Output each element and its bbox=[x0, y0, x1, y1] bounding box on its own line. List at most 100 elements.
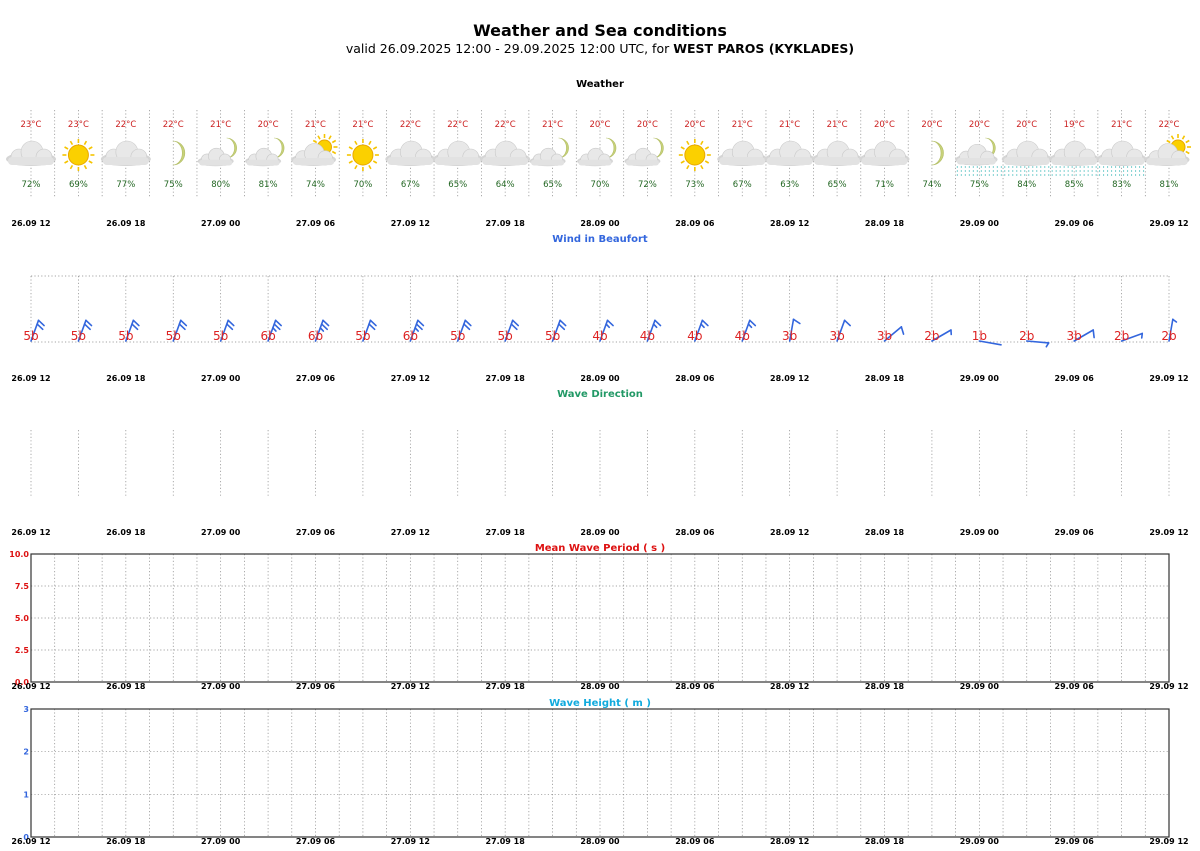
wind-barb-feather bbox=[83, 323, 91, 331]
x-tick-label: 28.09 00 bbox=[580, 374, 620, 383]
beaufort-label: 5b bbox=[213, 329, 228, 343]
x-tick-label: 26.09 12 bbox=[11, 528, 50, 537]
wind-barb-feather bbox=[132, 319, 140, 327]
cloud-shape bbox=[764, 140, 815, 166]
sun-ray bbox=[312, 139, 318, 144]
beaufort-label: 5b bbox=[71, 329, 86, 343]
beaufort-label: 4b bbox=[687, 329, 702, 343]
wind-barb-feather bbox=[654, 319, 662, 327]
wind-barb-feather bbox=[747, 323, 753, 329]
x-tick-label: 28.09 12 bbox=[770, 374, 809, 383]
wind-barb-feather bbox=[226, 323, 234, 331]
cloud-shape bbox=[577, 147, 613, 167]
wind-barb-feather bbox=[415, 323, 423, 331]
sun-ray bbox=[704, 160, 710, 164]
cloud-bottom bbox=[482, 157, 529, 165]
beaufort-label: 5b bbox=[166, 329, 181, 343]
x-tick-label: 28.09 00 bbox=[580, 219, 620, 228]
humidity-label: 81% bbox=[1160, 180, 1179, 190]
x-tick-label: 29.09 06 bbox=[1055, 528, 1095, 537]
y-tick-label: 5.0 bbox=[15, 614, 30, 623]
temperature-label: 22°C bbox=[400, 120, 421, 130]
cloud-rain-icon bbox=[1001, 140, 1052, 177]
sun-ray bbox=[328, 135, 332, 140]
x-tick-label: 29.09 12 bbox=[1149, 837, 1188, 846]
wind-barb-feather bbox=[36, 323, 44, 331]
wind-barb-feather bbox=[748, 319, 757, 327]
wave-height-panel: 0 1 2 3 26.09 12 26.09 18 27.09 00 27.09 06 27.0… bbox=[11, 705, 1188, 846]
rain-drops bbox=[1051, 166, 1097, 177]
sun-icon bbox=[346, 139, 379, 171]
rain-drops bbox=[956, 166, 1002, 177]
humidity-label: 65% bbox=[543, 180, 562, 190]
cloud-bottom bbox=[434, 157, 481, 165]
humidity-label: 77% bbox=[116, 180, 135, 190]
moon-cloud-icon bbox=[577, 137, 617, 167]
cloud-rain-icon bbox=[1049, 140, 1100, 177]
moon-cloud-icon bbox=[245, 137, 285, 167]
sun-ray bbox=[372, 146, 378, 150]
sun-shape bbox=[346, 139, 379, 171]
beaufort-label: 6b bbox=[308, 329, 323, 343]
temperature-label: 20°C bbox=[589, 120, 610, 130]
wind-barb bbox=[267, 319, 282, 342]
humidity-label: 84% bbox=[1017, 180, 1036, 190]
wind-barb bbox=[931, 329, 953, 342]
x-tick-label: 28.09 00 bbox=[580, 528, 620, 537]
wind-barb-feather bbox=[273, 323, 281, 331]
wave-direction-panel: 26.09 12 26.09 18 27.09 00 27.09 06 27.09 12… bbox=[11, 430, 1189, 537]
beaufort-label: 5b bbox=[355, 329, 370, 343]
sun-ray bbox=[1170, 135, 1175, 140]
wave-height-panel-title: Wave Height ( m ) bbox=[549, 698, 651, 709]
beaufort-label: 1b bbox=[972, 329, 987, 343]
wind-barb bbox=[694, 319, 709, 342]
sun-ray bbox=[680, 146, 685, 150]
x-tick-label: 29.09 06 bbox=[1055, 219, 1095, 228]
cloud-bottom bbox=[578, 159, 612, 166]
cloud-shape bbox=[432, 140, 483, 166]
beaufort-label: 2b bbox=[924, 329, 939, 343]
x-tick-label: 27.09 12 bbox=[391, 219, 430, 228]
wind-barb-feather bbox=[369, 319, 377, 327]
beaufort-label: 3b bbox=[1067, 329, 1082, 343]
cloud-icon bbox=[812, 140, 863, 166]
moon-cloud-rain-icon bbox=[955, 137, 1002, 177]
x-tick-label: 27.09 00 bbox=[201, 682, 241, 691]
rain-drops bbox=[1099, 166, 1145, 177]
x-tick-label: 27.09 06 bbox=[296, 528, 336, 537]
x-tick-label: 27.09 06 bbox=[296, 219, 336, 228]
sun-ray bbox=[317, 135, 321, 140]
cloud-bottom bbox=[861, 157, 908, 165]
wind-barb-feather bbox=[511, 319, 520, 327]
sun-icon bbox=[678, 139, 711, 171]
cloud-bottom bbox=[292, 157, 335, 166]
sun-ray bbox=[64, 146, 69, 150]
humidity-label: 75% bbox=[970, 180, 989, 190]
beaufort-label: 6b bbox=[260, 329, 275, 343]
x-tick-label: 26.09 18 bbox=[106, 837, 146, 846]
humidity-label: 64% bbox=[496, 180, 515, 190]
x-tick-label: 28.09 12 bbox=[770, 528, 809, 537]
sun-shape bbox=[62, 139, 95, 171]
humidity-label: 65% bbox=[828, 180, 847, 190]
wind-barb-feather bbox=[1140, 332, 1144, 339]
x-tick-label: 27.09 12 bbox=[391, 837, 430, 846]
sun-ray bbox=[331, 150, 337, 155]
x-tick-label: 29.09 06 bbox=[1055, 374, 1095, 383]
cloud-shape bbox=[624, 147, 661, 167]
temperature-label: 20°C bbox=[637, 120, 658, 130]
beaufort-label: 4b bbox=[592, 329, 607, 343]
sun-ray bbox=[704, 146, 710, 150]
cloud-shape bbox=[6, 140, 56, 166]
wind-barb-feather bbox=[322, 319, 330, 327]
x-tick-label: 27.09 06 bbox=[296, 837, 336, 846]
wind-barb bbox=[219, 319, 235, 342]
moon-shape bbox=[172, 140, 186, 166]
wind-barb-feather bbox=[274, 319, 282, 327]
temperature-label: 23°C bbox=[20, 120, 41, 130]
sun-ray bbox=[1166, 139, 1171, 144]
x-tick-label: 28.09 06 bbox=[675, 219, 715, 228]
wind-barb bbox=[978, 340, 1002, 346]
x-tick-label: 27.09 12 bbox=[391, 682, 430, 691]
x-tick-label: 29.09 00 bbox=[960, 837, 1000, 846]
